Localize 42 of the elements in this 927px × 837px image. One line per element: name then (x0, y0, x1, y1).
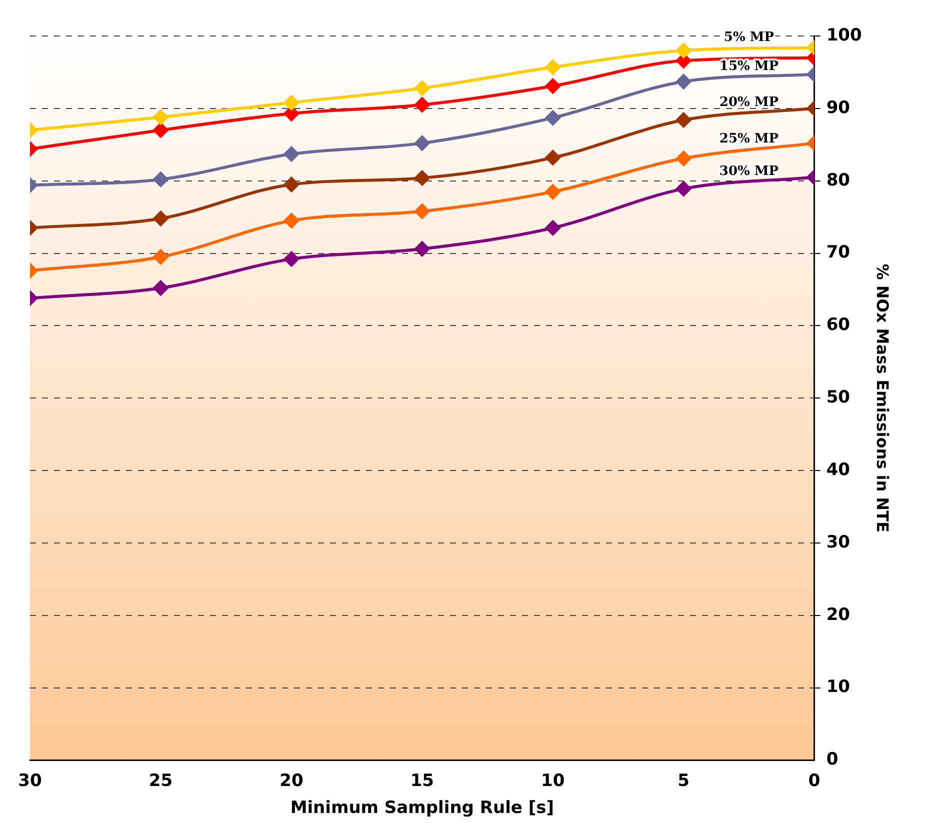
point (414, 80, 430, 96)
y-tick-label: 10 (826, 677, 850, 698)
x-tick-label: 10 (541, 770, 565, 791)
point (414, 241, 430, 256)
y-axis-title: % NOx Mass Emissions in NTE (873, 264, 892, 532)
y-tick-label: 100 (826, 25, 862, 46)
x-tick-label: 30 (18, 770, 42, 791)
x-axis-title: Minimum Sampling Rule [s] (290, 798, 554, 818)
point (414, 136, 430, 151)
series-label: 15% MP (719, 58, 779, 74)
point (414, 204, 430, 219)
series-label: 20% MP (719, 95, 779, 110)
series-label: 30% MP (719, 164, 779, 179)
y-tick-label: 30 (826, 532, 850, 552)
x-tick-label: 25 (148, 770, 173, 791)
point (414, 97, 430, 112)
point (284, 95, 299, 110)
x-tick-label: 0 (808, 770, 820, 791)
point (545, 150, 560, 166)
point (545, 60, 560, 75)
y-tick-label: 80 (826, 170, 850, 190)
y-tick-label: 50 (826, 388, 850, 408)
y-tick-label: 90 (826, 98, 850, 118)
point (284, 176, 299, 192)
point (284, 146, 299, 162)
point (284, 213, 299, 228)
point (414, 170, 430, 186)
point (545, 220, 560, 236)
point (545, 78, 560, 94)
y-tick-label: 0 (826, 750, 838, 770)
x-tick-label: 20 (280, 770, 304, 791)
point (284, 252, 299, 267)
point (545, 184, 560, 200)
y-tick-label: 70 (826, 242, 850, 263)
series-label: 25% MP (719, 132, 779, 147)
point (545, 110, 560, 126)
y-tick-label: 60 (826, 315, 850, 336)
y-tick-label: 40 (826, 460, 850, 480)
x-tick-label: 15 (410, 770, 434, 791)
series-label: 5% MP (724, 30, 774, 45)
x-tick-label: 5 (678, 770, 690, 791)
y-tick-label: 20 (826, 604, 850, 625)
